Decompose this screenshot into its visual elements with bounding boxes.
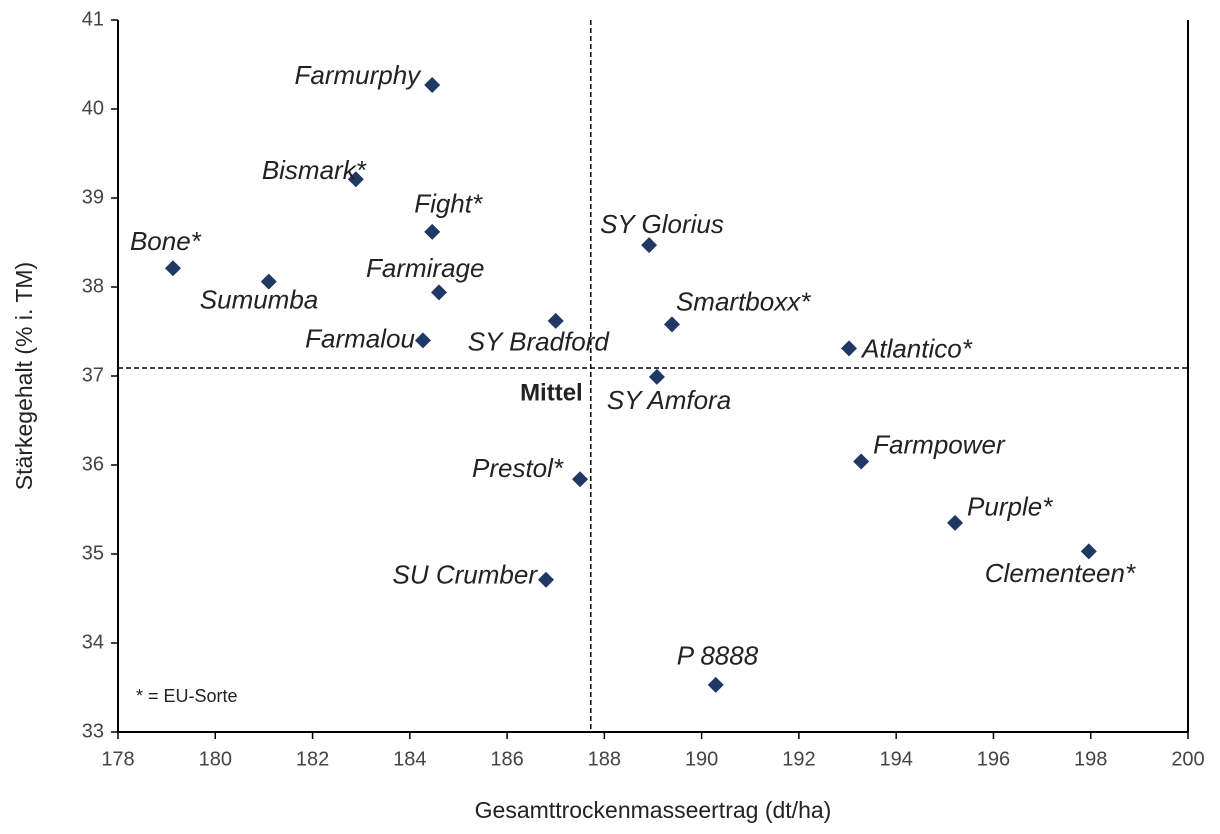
- x-tick-label: 178: [101, 748, 134, 770]
- y-tick-label: 40: [82, 97, 104, 119]
- y-tick-label: 41: [82, 8, 104, 30]
- mean-label: Mittel: [520, 379, 583, 406]
- point-label: SU Crumber: [393, 560, 539, 590]
- point-label: Fight*: [414, 189, 483, 219]
- x-tick-label: 194: [879, 748, 912, 770]
- point: [347, 171, 364, 188]
- point: [947, 514, 964, 531]
- point-label: SY Amfora: [607, 385, 731, 415]
- x-tick-label: 196: [977, 748, 1010, 770]
- point-label: P 8888: [677, 641, 759, 671]
- point-label: Atlantico*: [860, 333, 973, 363]
- x-tick-label: 182: [296, 748, 329, 770]
- point-label: Farmalou: [305, 323, 415, 353]
- point-label: Smartboxx*: [676, 286, 811, 316]
- point-label: Sumumba: [200, 285, 318, 315]
- point: [547, 312, 564, 329]
- y-tick-label: 37: [82, 364, 104, 386]
- point-label: SY Bradford: [468, 327, 611, 357]
- point-label: Farmirage: [366, 253, 484, 283]
- y-tick-label: 36: [82, 453, 104, 475]
- point: [431, 284, 447, 301]
- x-tick-label: 200: [1171, 748, 1204, 770]
- y-tick-label: 33: [82, 720, 104, 742]
- point: [424, 76, 441, 93]
- point: [572, 471, 589, 488]
- point-label: Farmpower: [873, 429, 1006, 459]
- point: [1080, 543, 1097, 560]
- y-tick-label: 35: [82, 542, 104, 564]
- point-label: Bone*: [130, 226, 202, 256]
- point-label: Purple*: [967, 492, 1053, 522]
- note: * = EU-Sorte: [136, 686, 238, 706]
- x-tick-label: 180: [199, 748, 232, 770]
- point-label: Clementeen*: [985, 558, 1136, 588]
- point: [648, 368, 665, 385]
- y-tick-label: 34: [82, 631, 104, 653]
- y-tick-label: 38: [82, 275, 104, 297]
- point-label: SY Glorius: [600, 209, 724, 239]
- point-label: Farmurphy: [294, 60, 422, 90]
- y-tick-label: 39: [82, 186, 104, 208]
- x-axis-label: Gesamttrockenmasseertrag (dt/ha): [475, 797, 832, 823]
- y-axis-label: Stärkegehalt (% i. TM): [11, 262, 37, 490]
- point: [164, 260, 181, 277]
- point: [260, 273, 277, 290]
- x-tick-label: 184: [393, 748, 426, 770]
- point: [538, 571, 554, 588]
- x-tick-label: 192: [782, 748, 815, 770]
- point: [414, 332, 431, 349]
- x-tick-label: 188: [588, 748, 621, 770]
- point: [663, 316, 680, 333]
- point: [853, 453, 870, 470]
- point: [641, 237, 658, 254]
- point: [424, 223, 441, 240]
- point: [841, 340, 858, 357]
- x-tick-label: 186: [490, 748, 523, 770]
- point-label: Bismark*: [262, 155, 367, 185]
- x-tick-label: 198: [1074, 748, 1107, 770]
- point-label: Prestol*: [472, 453, 564, 483]
- point: [707, 676, 724, 693]
- x-tick-label: 190: [685, 748, 718, 770]
